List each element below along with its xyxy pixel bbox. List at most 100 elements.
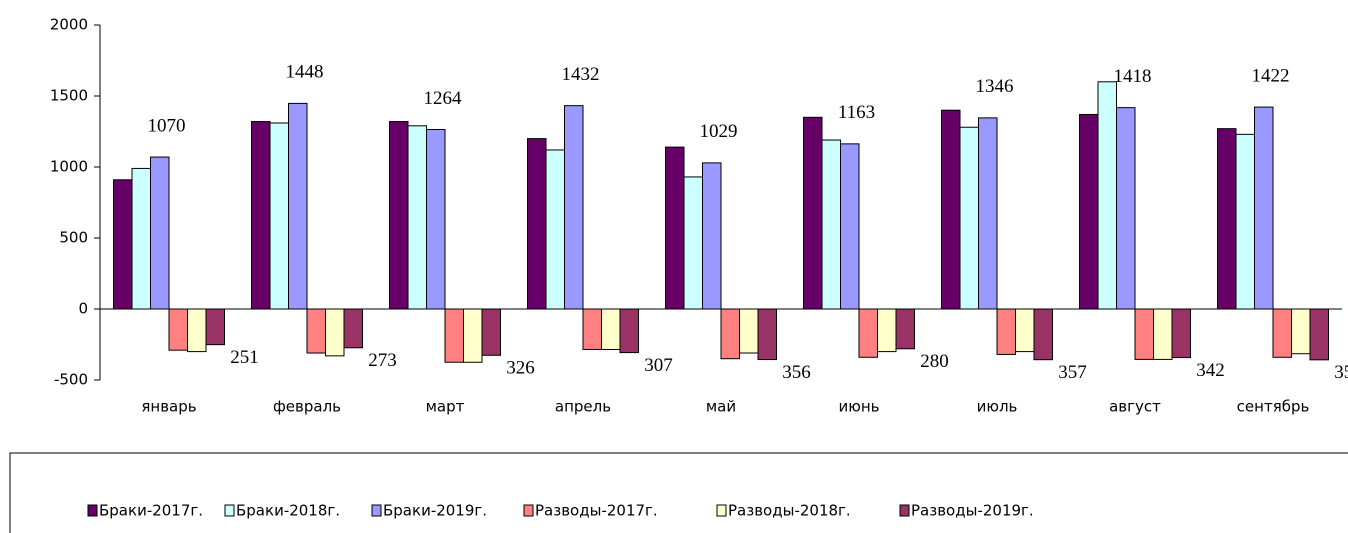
data-label: 358 [1334,362,1348,383]
data-label: 357 [1058,362,1087,383]
bar [895,308,915,350]
bar [683,176,703,310]
bar [389,121,409,310]
data-label: 1432 [562,64,600,85]
bar [564,105,584,310]
data-label: 1070 [148,115,186,136]
bar [131,167,151,310]
data-label: 1346 [976,76,1014,97]
bar [1033,308,1053,361]
y-tick-label: 500 [59,229,88,247]
bar [168,308,188,351]
legend-box [9,452,1348,533]
data-label: 1029 [700,121,738,142]
bar [619,308,639,354]
legend-swatch [87,504,98,517]
bar [821,139,841,310]
legend-swatch [716,504,727,517]
x-tick-label: июль [977,398,1018,416]
legend-label: Разводы-2018г. [728,502,851,520]
data-label: 326 [506,358,535,379]
x-tick-label: сентябрь [1237,398,1310,416]
bar [426,129,446,310]
bar [343,308,363,349]
x-tick-label: май [706,398,736,416]
bar [959,126,979,310]
legend-swatch [224,504,235,517]
bar [1097,81,1117,310]
bar [1153,308,1173,360]
legend-label: Браки-2017г. [99,502,203,520]
data-label: 307 [644,355,673,376]
legend-swatch [899,504,910,517]
data-label: 1422 [1252,65,1290,86]
bar [582,308,602,350]
bar [113,179,133,310]
bar [720,308,740,360]
legend-label: Браки-2018г. [236,502,340,520]
bar [739,308,759,354]
bar [1235,133,1255,310]
bar [545,149,565,310]
bar [481,308,501,356]
bar [150,156,170,310]
bar [527,138,547,310]
bar [205,308,225,346]
bar [702,162,722,310]
bar [996,308,1016,355]
bar [757,308,777,361]
bar [1309,308,1329,361]
y-tick-label: 1000 [50,158,88,176]
bar [444,308,464,363]
bar [858,308,878,358]
legend-swatch [371,504,382,517]
bar [1079,113,1099,310]
bar [269,122,289,310]
data-label: 1418 [1114,66,1152,87]
bar [463,308,483,363]
bar [978,117,998,310]
legend-label: Разводы-2019г. [911,502,1034,520]
y-tick-label: -500 [54,371,88,389]
y-tick-label: 1500 [50,87,88,105]
bar [288,102,308,310]
data-label: 356 [782,362,811,383]
data-label: 1448 [286,62,324,83]
bar [1171,308,1191,359]
y-tick-label: 0 [78,300,88,318]
bar [187,308,207,353]
data-label: 1163 [838,102,875,123]
data-label: 280 [920,351,949,372]
bar [1116,107,1136,310]
y-tick-label: 2000 [50,16,88,34]
x-tick-label: апрель [555,398,611,416]
bar [325,308,345,357]
data-label: 251 [230,347,259,368]
data-label: 1264 [424,88,463,109]
x-tick-label: август [1109,398,1161,416]
bar [1291,308,1311,355]
legend-label: Браки-2019г. [383,502,487,520]
bar [803,116,823,310]
bar [840,143,860,310]
legend-label: Разводы-2017г. [535,502,658,520]
x-tick-label: январь [141,398,196,416]
data-label: 273 [368,350,397,371]
bar [1272,308,1292,358]
bar [601,308,621,350]
bar [941,109,961,310]
bar [1217,128,1237,310]
data-label: 342 [1196,360,1225,381]
x-tick-label: март [426,398,465,416]
bar [407,125,427,310]
bar [1254,106,1274,310]
bar [877,308,897,353]
x-tick-label: июнь [838,398,879,416]
bar [251,121,271,310]
x-tick-label: февраль [273,398,341,416]
bar [306,308,326,354]
bar [665,146,685,310]
bar [1015,308,1035,353]
